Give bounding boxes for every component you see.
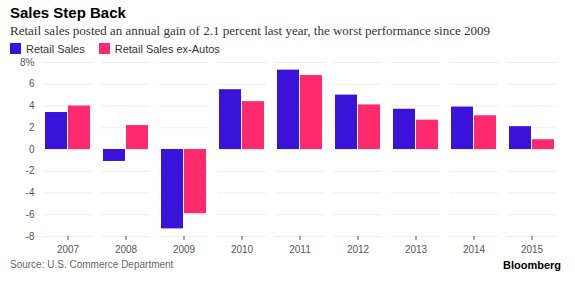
html-text:Retail Sales: Retail Sales [26,43,85,55]
svg-text:2010: 2010 [231,244,254,255]
svg-text:2013: 2013 [405,244,428,255]
html-text:Retail Sales ex-Autos: Retail Sales ex-Autos [114,43,220,55]
svg-text:-6: -6 [26,209,35,220]
svg-text:2007: 2007 [57,244,80,255]
svg-text:0: 0 [29,144,35,155]
svg-text:2009: 2009 [173,244,196,255]
svg-text:2011: 2011 [289,244,311,255]
svg-text:8%: 8% [20,57,35,68]
svg-text:2015: 2015 [521,244,544,255]
svg-text:2012: 2012 [347,244,370,255]
svg-text:6: 6 [29,78,35,89]
svg-text:4: 4 [29,100,35,111]
svg-text:2: 2 [29,122,35,133]
html-text:Retail sales posted an annual: Retail sales posted an annual gain of 2.… [10,23,490,38]
svg-text:-2: -2 [26,165,35,176]
html-text:Bloomberg: Bloomberg [502,259,561,271]
html-text:Sales Step Back: Sales Step Back [10,4,126,21]
svg-text:2008: 2008 [115,244,138,255]
html-text:Source: U.S. Commerce Departme: Source: U.S. Commerce Department [10,259,174,270]
svg-text:2014: 2014 [463,244,486,255]
svg-text:-4: -4 [26,187,35,198]
svg-text:-8: -8 [26,231,35,242]
